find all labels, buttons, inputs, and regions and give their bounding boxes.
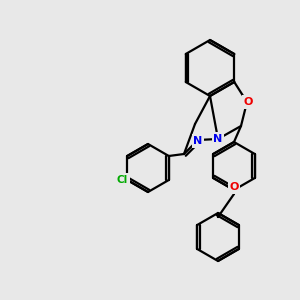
Text: Cl: Cl xyxy=(117,175,128,185)
Text: N: N xyxy=(213,134,223,144)
Text: O: O xyxy=(229,182,239,192)
Text: O: O xyxy=(243,97,253,107)
Text: N: N xyxy=(194,136,202,146)
